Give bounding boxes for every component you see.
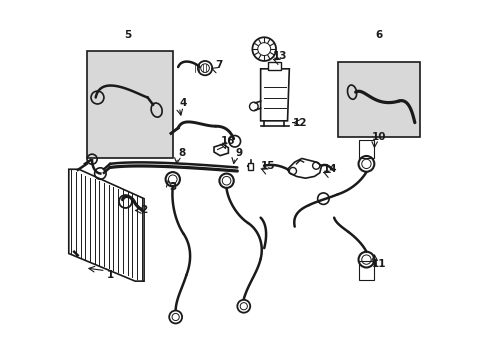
Circle shape — [252, 37, 276, 61]
Polygon shape — [214, 144, 228, 156]
Text: 11: 11 — [371, 259, 386, 269]
Text: 10: 10 — [371, 132, 386, 142]
Text: 9: 9 — [235, 148, 242, 158]
Text: 16: 16 — [221, 136, 235, 145]
Text: 6: 6 — [375, 30, 382, 40]
FancyBboxPatch shape — [267, 62, 281, 69]
Text: 7: 7 — [215, 60, 223, 70]
FancyBboxPatch shape — [337, 62, 419, 137]
Text: 3: 3 — [169, 182, 176, 192]
Text: 13: 13 — [273, 51, 287, 61]
Polygon shape — [69, 169, 144, 281]
Text: 2: 2 — [140, 206, 147, 216]
Polygon shape — [260, 69, 289, 121]
Text: 1: 1 — [106, 270, 113, 280]
Text: 4: 4 — [180, 98, 187, 108]
FancyBboxPatch shape — [86, 51, 172, 158]
Text: 12: 12 — [292, 118, 306, 128]
FancyBboxPatch shape — [247, 163, 253, 170]
Text: 5: 5 — [124, 30, 131, 40]
Text: 8: 8 — [178, 148, 185, 158]
Text: 14: 14 — [323, 164, 337, 174]
Text: 15: 15 — [260, 161, 274, 171]
